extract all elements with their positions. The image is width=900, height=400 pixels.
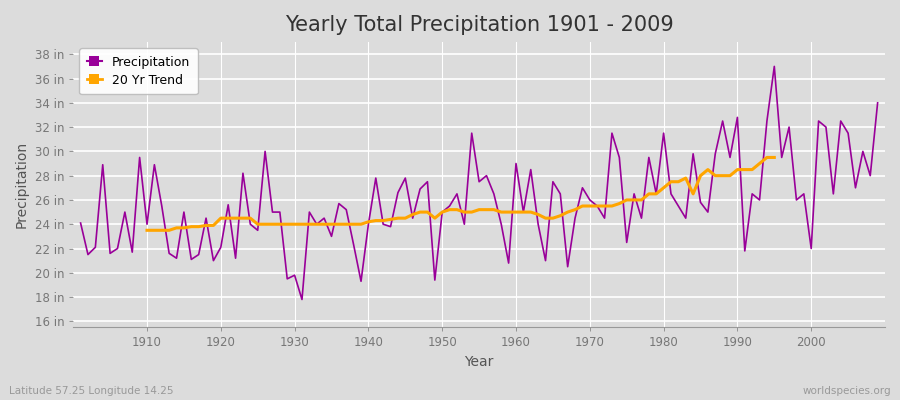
X-axis label: Year: Year	[464, 355, 494, 369]
Text: worldspecies.org: worldspecies.org	[803, 386, 891, 396]
Text: Latitude 57.25 Longitude 14.25: Latitude 57.25 Longitude 14.25	[9, 386, 174, 396]
Title: Yearly Total Precipitation 1901 - 2009: Yearly Total Precipitation 1901 - 2009	[284, 15, 673, 35]
Y-axis label: Precipitation: Precipitation	[15, 141, 29, 228]
Legend: Precipitation, 20 Yr Trend: Precipitation, 20 Yr Trend	[79, 48, 198, 94]
